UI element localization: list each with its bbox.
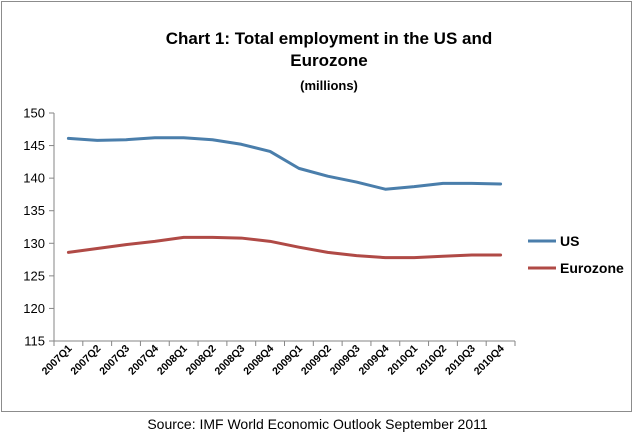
x-tick-label: 2008Q2 [184,343,219,378]
y-tick-label: 120 [23,301,45,316]
data-point-eurozone [441,255,444,258]
x-tick-label: 2009Q4 [357,343,392,378]
legend: US Eurozone [528,233,624,276]
data-point-eurozone [96,247,99,250]
x-tick-label: 2010Q4 [472,343,507,378]
data-point-us [240,143,243,146]
data-point-eurozone [384,256,387,259]
data-point-eurozone [413,256,416,259]
data-point-eurozone [153,240,156,243]
data-point-us [211,138,214,141]
x-tick-label: 2009Q3 [328,343,363,378]
chart-title-line-2: Eurozone [290,51,367,70]
x-tick-label: 2008Q3 [212,343,247,378]
y-tick-label: 150 [23,106,45,121]
data-point-us [269,150,272,153]
legend-label-us: US [560,233,579,249]
data-point-us [125,138,128,141]
x-tick-label: 2007Q4 [126,343,161,378]
data-point-us [96,139,99,142]
legend-label-eurozone: Eurozone [560,260,624,276]
data-point-eurozone [269,240,272,243]
data-point-us [297,167,300,170]
y-tick-label: 115 [24,334,45,349]
data-point-us [355,181,358,184]
x-tick-label: 2008Q1 [155,343,190,378]
series-line-us [66,136,503,191]
data-point-us [326,175,329,178]
data-point-us [67,137,70,140]
data-point-eurozone [297,246,300,249]
data-point-us [413,185,416,188]
chart-frame [1,1,632,412]
data-point-eurozone [326,251,329,254]
x-tick-label: 2007Q3 [97,343,132,378]
y-tick-label: 145 [23,138,45,153]
data-point-us [153,136,156,139]
data-point-eurozone [211,236,214,239]
data-point-eurozone [355,254,358,257]
x-tick-label: 2009Q1 [270,343,305,378]
data-point-eurozone [182,236,185,239]
y-tick-label: 140 [23,171,45,186]
series-line-eurozone [66,235,503,260]
y-tick-label: 135 [23,203,45,218]
data-point-us [384,188,387,191]
data-point-eurozone [499,254,502,257]
x-tick-label: 2010Q3 [443,343,478,378]
data-point-eurozone [67,251,70,254]
data-point-eurozone [470,254,473,257]
source-note: Source: IMF World Economic Outlook Septe… [147,416,488,432]
x-tick-label: 2010Q2 [414,343,449,378]
data-point-us [499,183,502,186]
x-tick-label: 2009Q2 [299,343,334,378]
series-layer [66,136,503,260]
x-tick-label: 2007Q2 [68,343,103,378]
y-tick-label: 125 [23,268,45,283]
data-point-us [470,182,473,185]
data-point-eurozone [125,243,128,246]
x-tick-label: 2010Q1 [385,343,420,378]
x-tick-label: 2008Q4 [241,343,276,378]
y-tick-label: 130 [23,236,45,251]
chart-title-line-1: Chart 1: Total employment in the US and [166,29,493,48]
data-point-eurozone [240,237,243,240]
chart-subtitle: (millions) [300,78,358,93]
data-point-us [441,182,444,185]
data-point-us [182,136,185,139]
